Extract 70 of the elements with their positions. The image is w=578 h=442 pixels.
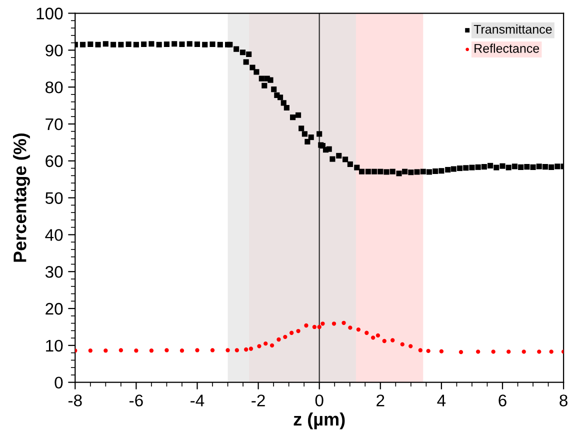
x-tick-label: 6 <box>498 394 506 406</box>
point <box>226 348 230 352</box>
point <box>118 348 124 352</box>
point <box>317 324 322 330</box>
point <box>210 348 215 352</box>
y-tick-label: 40 <box>45 229 63 241</box>
point <box>332 322 336 326</box>
x-tick-label: -2 <box>252 394 265 406</box>
point <box>257 344 262 348</box>
point <box>408 344 413 348</box>
point <box>304 323 308 328</box>
point <box>149 348 154 353</box>
point <box>296 328 300 334</box>
y-tick-label: 60 <box>46 155 63 168</box>
point <box>248 346 254 351</box>
point <box>376 333 380 338</box>
point <box>320 322 325 326</box>
point <box>561 350 564 354</box>
point <box>426 348 430 354</box>
legend-label: Reflectance <box>474 44 540 53</box>
point <box>400 342 404 346</box>
x-tick-label: -8 <box>68 394 82 406</box>
y-tick-label: 0 <box>54 376 63 389</box>
legend-label: Transmittance <box>474 24 552 34</box>
point <box>418 348 422 352</box>
point <box>390 338 395 342</box>
x-tick-label: -4 <box>190 394 204 406</box>
point <box>364 330 369 335</box>
point <box>276 337 281 342</box>
x-tick-label: 8 <box>560 394 568 406</box>
y-tick-label: 50 <box>45 192 63 204</box>
point <box>537 350 542 354</box>
point <box>342 320 346 325</box>
point <box>549 350 554 354</box>
point <box>244 347 248 352</box>
x-axis-title: z (µm) <box>294 412 345 430</box>
point <box>522 350 526 354</box>
x-tick-label: 0 <box>315 394 324 406</box>
point <box>264 341 268 346</box>
x-tick-label: 4 <box>437 394 446 406</box>
point <box>234 348 240 352</box>
y-tick-label: 70 <box>46 118 63 130</box>
point <box>370 336 376 340</box>
point <box>506 350 511 354</box>
y-tick-label: 90 <box>46 44 63 56</box>
point <box>439 349 444 354</box>
point <box>88 348 92 353</box>
point <box>382 338 386 344</box>
y-tick-label: 10 <box>46 340 63 352</box>
point <box>270 343 274 348</box>
point <box>180 348 184 353</box>
x-tick-label: -6 <box>130 394 143 406</box>
point <box>491 350 496 354</box>
y-tick-label: 30 <box>45 266 63 278</box>
y-tick-label: 100 <box>36 8 63 20</box>
x-tick-label: 2 <box>376 394 384 406</box>
point <box>458 350 464 354</box>
y-tick-label: 20 <box>46 302 63 315</box>
point <box>312 324 317 330</box>
point <box>283 334 288 340</box>
point <box>356 327 360 332</box>
y-axis-title: Percentage (%) <box>13 133 30 262</box>
point <box>348 326 352 330</box>
point <box>134 348 138 353</box>
y-tick-label: 80 <box>46 81 63 94</box>
point <box>104 348 108 353</box>
point <box>195 348 200 352</box>
point <box>164 348 169 352</box>
point <box>476 350 480 354</box>
point <box>289 330 294 335</box>
